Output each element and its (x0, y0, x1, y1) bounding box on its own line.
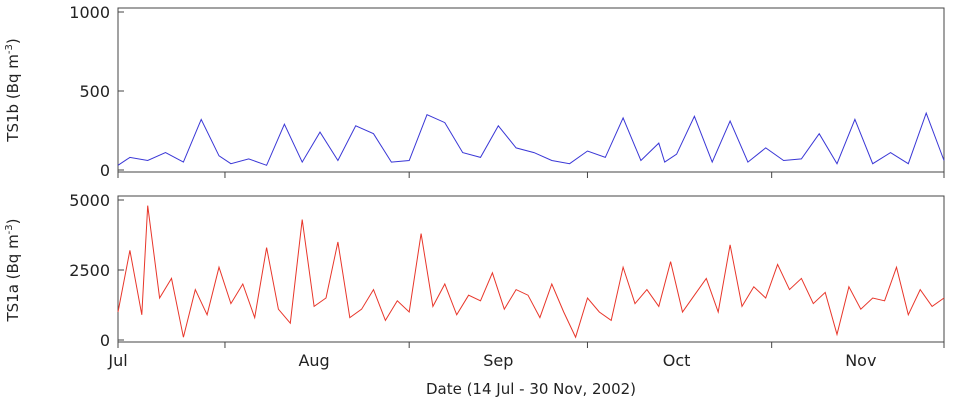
x-axis: Jul Aug Sep Oct Nov (107, 172, 945, 370)
x-tick-label: Nov (845, 351, 876, 370)
ts1b-ylabel-sup: -3 (4, 44, 15, 54)
ts1b-series-line (117, 111, 945, 166)
ts1a-ytick-label: 0 (100, 331, 110, 350)
ts1a-ylabel-main: TS1a (Bq m (4, 234, 22, 322)
ts1b-plot-area: 0 500 1000 (69, 3, 945, 180)
x-tick-label: Jul (107, 351, 127, 370)
ts1a-ylabel-sup: -3 (4, 224, 15, 234)
x-tick-label: Sep (483, 351, 513, 370)
ts1a-ylabel-end: ) (4, 218, 22, 224)
ts1a-panel-frame (117, 195, 945, 343)
ts1a-series-line (117, 205, 945, 339)
ts1b-ylabel: TS1b (Bq m-3) (4, 38, 22, 142)
x-tick-label: Oct (663, 351, 691, 370)
ts1a-ytick-label: 5000 (69, 191, 110, 210)
ts1b-ylabel-end: ) (4, 38, 22, 44)
ts1a-plot-area: 0 2500 5000 (69, 191, 945, 350)
ts1a-ytick-label: 2500 (69, 261, 110, 280)
ts1b-ytick-label: 0 (100, 161, 110, 180)
ts1b-panel-frame (117, 7, 945, 173)
x-axis-title: Date (14 Jul - 30 Nov, 2002) (426, 380, 636, 398)
ts1b-ytick-label: 500 (79, 82, 110, 101)
x-tick-label: Aug (298, 351, 329, 370)
ts1b-ylabel-main: TS1b (Bq m (4, 54, 22, 143)
ts1a-ylabel: TS1a (Bq m-3) (4, 218, 22, 322)
ts1b-ytick-label: 1000 (69, 3, 110, 22)
